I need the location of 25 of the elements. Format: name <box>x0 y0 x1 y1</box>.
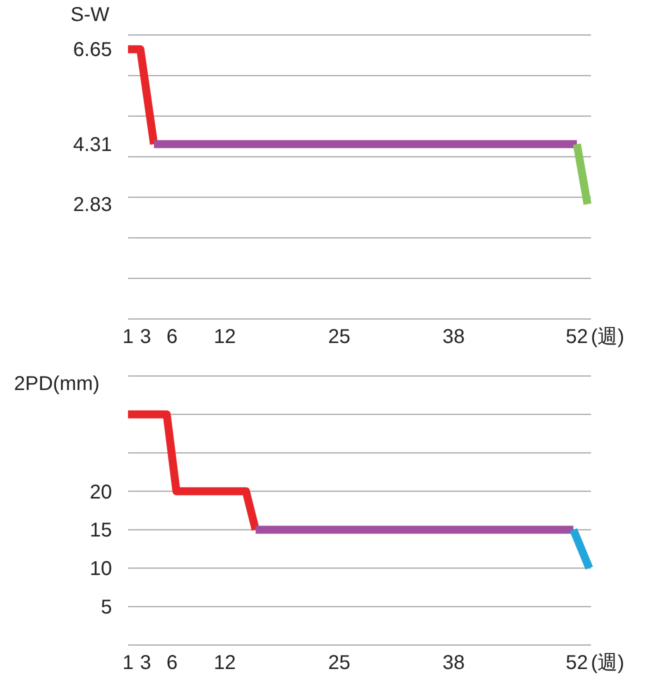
x-tick-label: 3 <box>140 326 152 348</box>
x-tick-label: 1 <box>122 326 134 348</box>
y-tick-label: 10 <box>90 558 112 580</box>
x-tick-label: 25 <box>328 326 350 348</box>
x-tick-label: 12 <box>214 652 236 674</box>
x-axis-title: (週) <box>590 326 624 348</box>
x-tick-label: 52 <box>566 326 588 348</box>
x-tick-label: 38 <box>442 652 465 674</box>
y-tick-label: 20 <box>90 481 112 504</box>
x-tick-label: 38 <box>442 326 465 348</box>
y-axis-title: S-W <box>70 4 110 26</box>
x-tick-label: 6 <box>166 326 178 348</box>
x-tick-label: 12 <box>214 326 236 348</box>
x-tick-label: 6 <box>166 652 178 674</box>
x-tick-label: 52 <box>566 652 588 674</box>
y-tick-label: 6.65 <box>73 39 112 62</box>
x-tick-label: 25 <box>328 652 350 674</box>
x-tick-label: 3 <box>140 652 152 674</box>
x-tick-label: 1 <box>122 652 134 674</box>
y-tick-label: 4.31 <box>73 134 112 156</box>
y-tick-label: 5 <box>100 596 112 619</box>
y-tick-label: 15 <box>90 520 112 542</box>
y-tick-label: 2.83 <box>73 194 112 216</box>
x-axis-title: (週) <box>590 652 624 674</box>
y-axis-title: 2PD(mm) <box>14 373 100 395</box>
